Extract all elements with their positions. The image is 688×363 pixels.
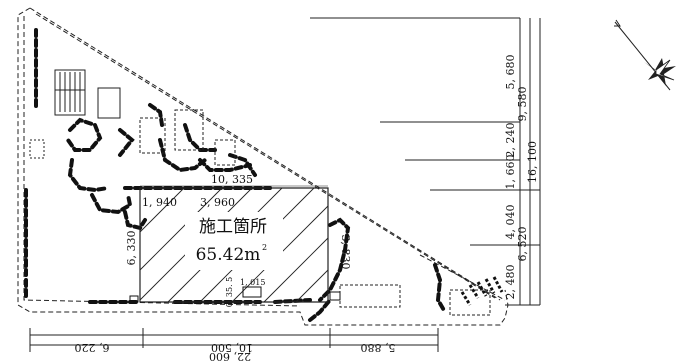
ramp-hatch <box>460 276 504 306</box>
work-area: 施工箇所 65.42m 2 <box>139 187 329 303</box>
inner-dimensions: 10, 335 1, 940 3, 960 6, 330 3, 830 1, 0… <box>125 173 352 307</box>
dim-right-4: 1, 660 <box>504 155 517 190</box>
bottom-dimension-lines <box>29 328 439 352</box>
work-area-size-exponent: 2 <box>262 243 267 252</box>
dim-bottom-right: 5, 880 <box>361 341 396 354</box>
existing-structures <box>29 69 491 316</box>
bottom-dimension-labels: 6, 220 10, 500 5, 880 22, 600 <box>75 341 396 363</box>
dim-right-3: 2, 240 <box>504 123 517 158</box>
dim-bottom-total: 22, 600 <box>209 350 251 363</box>
dim-right-1: 5, 680 <box>504 55 517 90</box>
dim-left-height: 6, 330 <box>125 231 138 266</box>
dim-right-5: 16, 100 <box>526 141 539 183</box>
dim-bottom-left: 6, 220 <box>75 341 110 354</box>
right-dimension-labels: 5, 680 9, 580 2, 240 1, 660 16, 100 4, 0… <box>504 55 539 300</box>
dim-small-b: 0, 35. 5 <box>225 277 234 308</box>
dim-right-6: 4, 040 <box>504 205 517 240</box>
dim-left-seg: 1, 940 <box>142 196 177 209</box>
right-dimension-lines <box>310 17 541 306</box>
dim-right-height: 3, 830 <box>339 235 352 270</box>
dim-small-a: 1, 015 <box>240 278 265 287</box>
dim-right-seg: 3, 960 <box>200 196 235 209</box>
dim-top-width: 10, 335 <box>211 173 253 186</box>
dim-right-8: 2, 480 <box>504 265 517 300</box>
work-area-label: 施工箇所 <box>199 217 267 237</box>
dim-right-7: 6, 520 <box>516 227 529 262</box>
compass-north-icon <box>614 19 676 91</box>
dim-right-2: 9, 580 <box>516 87 529 122</box>
work-area-size: 65.42m <box>196 245 261 265</box>
dim-bottom-mid: 10, 500 <box>211 341 253 354</box>
